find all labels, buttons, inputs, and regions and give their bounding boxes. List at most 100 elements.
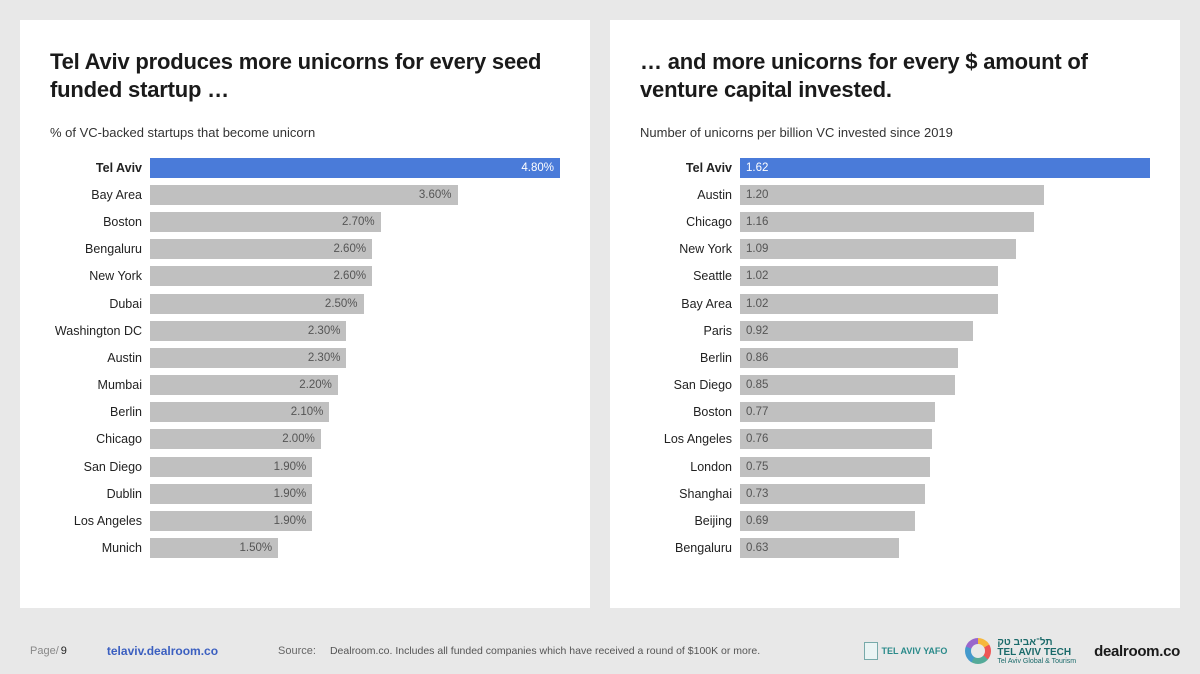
bar-row: Berlin2.10% xyxy=(50,399,560,426)
bar xyxy=(740,348,958,368)
bar-label: Bengaluru xyxy=(50,242,150,256)
bar-area: 3.60% xyxy=(150,185,560,205)
bar-area: 0.76 xyxy=(740,429,1150,449)
bar-value: 2.20% xyxy=(150,375,338,395)
footer-link[interactable]: telaviv.dealroom.co xyxy=(107,644,218,658)
bar-area: 2.00% xyxy=(150,429,560,449)
telaviv-tech-logo: תל־אביב טק TEL AVIV TECH Tel Aviv Global… xyxy=(965,638,1076,665)
page-sep: / xyxy=(56,645,59,657)
bar-area: 0.69 xyxy=(740,511,1150,531)
telaviv-tech-text: תל־אביב טק TEL AVIV TECH Tel Aviv Global… xyxy=(997,638,1076,665)
page-label: Page xyxy=(30,645,56,657)
bar-value: 2.60% xyxy=(150,266,372,286)
panel-left-subtitle: % of VC-backed startups that become unic… xyxy=(50,125,560,140)
bar-area: 2.60% xyxy=(150,239,560,259)
bar-label: Los Angeles xyxy=(50,514,150,528)
panel-left: Tel Aviv produces more unicorns for ever… xyxy=(20,20,590,608)
bar-row: Mumbai2.20% xyxy=(50,372,560,399)
bar-row: New York2.60% xyxy=(50,263,560,290)
bar-area: 1.02 xyxy=(740,294,1150,314)
bar-row: Bengaluru0.63 xyxy=(640,535,1150,562)
bar-row: Dublin1.90% xyxy=(50,480,560,507)
bar xyxy=(740,429,932,449)
bar-label: Washington DC xyxy=(50,324,150,338)
bar-area: 0.77 xyxy=(740,402,1150,422)
bar-value: 0.86 xyxy=(746,348,768,368)
bar-value: 0.76 xyxy=(746,429,768,449)
bar-row: Washington DC2.30% xyxy=(50,317,560,344)
bar xyxy=(740,457,930,477)
bar-area: 0.75 xyxy=(740,457,1150,477)
bar-label: Shanghai xyxy=(640,487,740,501)
bar-area: 2.30% xyxy=(150,348,560,368)
footer: Page / 9 telaviv.dealroom.co Source: Dea… xyxy=(0,628,1200,674)
footer-logos: TEL AVIV YAFO תל־אביב טק TEL AVIV TECH T… xyxy=(864,638,1180,665)
bar-row: London0.75 xyxy=(640,453,1150,480)
bar-label: Boston xyxy=(50,215,150,229)
bar-label: Austin xyxy=(640,188,740,202)
telaviv-yafo-icon xyxy=(864,642,878,660)
bar-value: 1.90% xyxy=(150,511,312,531)
bar-area: 1.50% xyxy=(150,538,560,558)
bar-row: Paris 0.92 xyxy=(640,317,1150,344)
bar-row: San Diego1.90% xyxy=(50,453,560,480)
bar xyxy=(740,321,973,341)
bar xyxy=(740,212,1034,232)
bar-label: Austin xyxy=(50,351,150,365)
bar-label: Berlin xyxy=(50,405,150,419)
bar-value: 1.62 xyxy=(746,158,768,178)
bar-row: Beijing0.69 xyxy=(640,507,1150,534)
panel-right-subtitle: Number of unicorns per billion VC invest… xyxy=(640,125,1150,140)
bar-row: Seattle1.02 xyxy=(640,263,1150,290)
bar-value: 1.09 xyxy=(746,239,768,259)
bar-area: 2.10% xyxy=(150,402,560,422)
bar-value: 2.30% xyxy=(150,321,346,341)
bar-area: 1.09 xyxy=(740,239,1150,259)
bar-area: 1.02 xyxy=(740,266,1150,286)
bar-label: Paris xyxy=(640,324,740,338)
bar-label: Seattle xyxy=(640,269,740,283)
telaviv-tech-icon xyxy=(965,638,991,664)
bar xyxy=(740,266,998,286)
bar-label: Tel Aviv xyxy=(640,161,740,175)
bar-label: Bengaluru xyxy=(640,541,740,555)
bar-row: Bay Area1.02 xyxy=(640,290,1150,317)
bar-value: 4.80% xyxy=(150,158,560,178)
bar-area: 1.20 xyxy=(740,185,1150,205)
bar xyxy=(740,375,955,395)
bar-area: 1.90% xyxy=(150,484,560,504)
bar-value: 0.92 xyxy=(746,321,768,341)
bar-label: London xyxy=(640,460,740,474)
bar-row: Los Angeles1.90% xyxy=(50,507,560,534)
page-number: 9 xyxy=(61,645,67,657)
bar-area: 0.86 xyxy=(740,348,1150,368)
bar-row: Boston0.77 xyxy=(640,399,1150,426)
bar-row: Chicago2.00% xyxy=(50,426,560,453)
bar-value: 0.77 xyxy=(746,402,768,422)
bar-area: 0.85 xyxy=(740,375,1150,395)
dealroom-logo: dealroom.co xyxy=(1094,643,1180,660)
bar xyxy=(740,294,998,314)
bar-label: Bay Area xyxy=(50,188,150,202)
bar-label: New York xyxy=(640,242,740,256)
bar-area: 0.92 xyxy=(740,321,1150,341)
bar-label: New York xyxy=(50,269,150,283)
bar xyxy=(740,185,1044,205)
bar-row: Berlin0.86 xyxy=(640,344,1150,371)
bar-area: 1.62 xyxy=(740,158,1150,178)
bar-area: 1.16 xyxy=(740,212,1150,232)
bar-value: 1.20 xyxy=(746,185,768,205)
bar-row: Austin2.30% xyxy=(50,344,560,371)
bar-row: Austin 1.20 xyxy=(640,181,1150,208)
bar-value: 1.90% xyxy=(150,457,312,477)
bar-row: Munich1.50% xyxy=(50,535,560,562)
bar-value: 1.90% xyxy=(150,484,312,504)
bar-area: 4.80% xyxy=(150,158,560,178)
source-text: Dealroom.co. Includes all funded compani… xyxy=(330,645,760,657)
bar-row: Chicago1.16 xyxy=(640,208,1150,235)
bar-label: Dubai xyxy=(50,297,150,311)
bar-value: 2.70% xyxy=(150,212,381,232)
bar-value: 2.50% xyxy=(150,294,364,314)
bar-value: 1.02 xyxy=(746,294,768,314)
bar-area: 0.63 xyxy=(740,538,1150,558)
